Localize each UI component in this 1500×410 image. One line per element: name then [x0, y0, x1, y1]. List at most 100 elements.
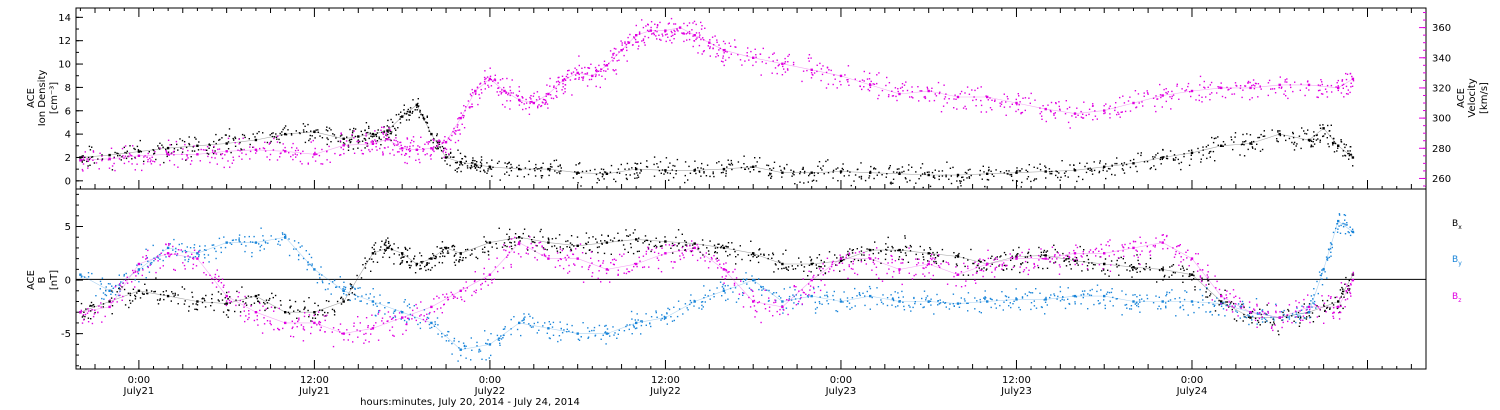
by-sample [335, 286, 337, 288]
density-sample [510, 170, 513, 172]
by-sample [243, 241, 246, 243]
bx-sample [720, 247, 722, 249]
velocity-sample [620, 40, 622, 42]
velocity-sample [392, 149, 394, 151]
bz-sample [214, 273, 217, 276]
bx-sample [1083, 249, 1085, 251]
bx-sample [999, 256, 1001, 258]
velocity-sample [1042, 105, 1044, 107]
by-sample [393, 310, 395, 312]
velocity-sample [465, 106, 467, 108]
by-sample [818, 301, 821, 303]
by-sample [631, 333, 633, 335]
bx-sample [1011, 268, 1013, 271]
bx-sample [874, 241, 876, 243]
by-sample [1044, 301, 1047, 303]
by-sample [788, 295, 791, 298]
velocity-sample [1259, 86, 1261, 88]
density-sample [125, 152, 128, 154]
velocity-sample [561, 89, 563, 91]
density-sample [353, 127, 355, 130]
bz-sample [134, 271, 137, 273]
bx-sample [379, 249, 381, 251]
velocity-sample [307, 163, 309, 165]
density-sample [799, 171, 802, 173]
by-sample [1082, 293, 1085, 295]
density-sample [256, 132, 258, 135]
bz-sample [422, 318, 425, 321]
bz-sample [132, 269, 134, 272]
bz-sample [266, 320, 269, 322]
density-sample [476, 169, 478, 171]
velocity-sample [122, 155, 124, 157]
density-sample [634, 167, 637, 169]
bz-sample [412, 309, 414, 312]
bx-sample [760, 253, 762, 255]
by-sample [1179, 301, 1181, 303]
density-sample [585, 170, 588, 172]
density-sample [398, 113, 400, 116]
by-sample [238, 239, 240, 241]
velocity-sample [1259, 85, 1261, 87]
bx-sample [595, 238, 597, 240]
density-sample [1191, 152, 1193, 155]
density-point [357, 135, 360, 138]
by-sample [1179, 306, 1182, 308]
by-sample [1352, 231, 1355, 234]
velocity-sample [1343, 96, 1345, 98]
by-sample [1325, 256, 1328, 258]
by-sample [1091, 288, 1093, 291]
bx-sample [900, 251, 902, 253]
bx-sample [682, 245, 684, 248]
bz-sample [510, 263, 512, 266]
by-sample [502, 328, 505, 330]
by-sample [523, 313, 525, 315]
velocity-sample [611, 56, 613, 59]
density-sample [460, 163, 462, 165]
density-sample [744, 168, 746, 170]
density-sample [617, 168, 620, 170]
velocity-sample [392, 143, 395, 145]
bx-sample [445, 248, 447, 250]
by-sample [1213, 305, 1215, 307]
density-sample [1172, 159, 1175, 161]
density-sample [1102, 167, 1105, 169]
velocity-sample [509, 89, 512, 92]
bx-sample [390, 247, 393, 250]
density-sample [347, 149, 350, 151]
velocity-sample [1233, 93, 1236, 95]
by-sample [557, 340, 559, 343]
density-sample [1073, 168, 1075, 170]
bz-sample [352, 341, 354, 343]
velocity-sample [1345, 72, 1347, 75]
velocity-sample [1018, 104, 1020, 106]
velocity-sample [1346, 73, 1349, 75]
bx-point [166, 294, 170, 298]
velocity-sample [702, 37, 704, 39]
density-sample [1328, 145, 1330, 148]
density-sample [195, 138, 197, 140]
density-sample [1291, 141, 1293, 144]
by-sample [520, 334, 522, 337]
velocity-sample [590, 63, 592, 65]
bx-sample [1000, 255, 1002, 257]
velocity-sample [612, 60, 614, 62]
by-sample [354, 298, 356, 300]
velocity-sample [202, 149, 205, 151]
by-sample [169, 243, 171, 245]
density-sample [664, 171, 667, 173]
density-sample [892, 171, 895, 173]
bx-sample [1214, 310, 1217, 312]
by-sample [1264, 318, 1267, 321]
density-sample [767, 164, 770, 167]
density-sample [252, 133, 254, 135]
bx-sample [661, 245, 663, 247]
bx-sample [322, 314, 324, 316]
bx-sample [818, 265, 820, 268]
by-sample [1247, 314, 1249, 316]
velocity-sample [538, 104, 540, 106]
by-sample [1175, 315, 1177, 317]
density-sample [426, 116, 428, 118]
bx-sample [1132, 268, 1134, 271]
density-sample [1277, 130, 1279, 132]
